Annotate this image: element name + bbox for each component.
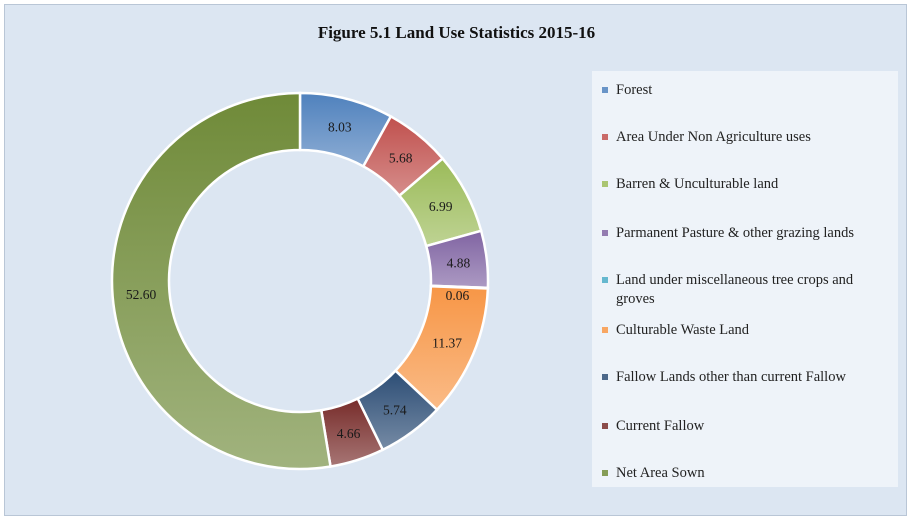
legend-item: Current Fallow (602, 417, 894, 436)
legend-item: Land under miscellaneous tree crops and … (602, 271, 894, 309)
legend-swatch (602, 181, 608, 187)
chart-frame: Figure 5.1 Land Use Statistics 2015-16 8… (4, 4, 907, 516)
data-label: 4.66 (337, 426, 361, 441)
legend-label: Culturable Waste Land (616, 322, 750, 338)
legend: Forest Area Under Non Agriculture uses Bar… (592, 71, 898, 487)
data-label: 5.68 (389, 150, 413, 165)
legend-swatch (602, 423, 608, 429)
legend-item: Barren & Unculturable land (602, 175, 894, 194)
slice-net-area-sown (110, 91, 332, 471)
legend-item: Parmanent Pasture & other grazing lands (602, 224, 894, 243)
legend-swatch (602, 374, 608, 380)
legend-swatch (602, 277, 608, 283)
data-label: 5.74 (383, 402, 407, 417)
legend-label: Fallow Lands other than current Fallow (616, 369, 846, 385)
legend-item: Fallow Lands other than current Fallow (602, 368, 894, 387)
legend-swatch (602, 134, 608, 140)
legend-item: Forest (602, 81, 894, 100)
data-label: 4.88 (447, 255, 471, 270)
legend-item: Area Under Non Agriculture uses (602, 128, 894, 147)
data-label: 8.03 (328, 120, 352, 135)
data-label: 6.99 (429, 199, 453, 214)
chart-title: Figure 5.1 Land Use Statistics 2015-16 (317, 23, 596, 42)
data-label: 11.37 (432, 336, 462, 351)
legend-swatch (602, 87, 608, 93)
legend-item: Culturable Waste Land (602, 321, 894, 340)
legend-swatch (602, 470, 608, 476)
donut-chart: 8.03 5.68 6.99 4.88 0.06 11.37 5.74 4.66 52.60 (110, 91, 490, 471)
legend-swatch (602, 230, 608, 236)
legend-item: Net Area Sown (602, 464, 894, 483)
legend-label: Parmanent Pasture & other grazing lands (616, 225, 854, 241)
legend-label: Land under miscellaneous tree crops and … (616, 272, 854, 307)
legend-label: Area Under Non Agriculture uses (616, 129, 811, 145)
legend-label: Barren & Unculturable land (616, 176, 779, 192)
legend-label: Forest (616, 82, 653, 98)
legend-swatch (602, 327, 608, 333)
data-label: 52.60 (126, 287, 157, 302)
data-label: 0.06 (446, 288, 470, 303)
legend-label: Current Fallow (616, 418, 705, 434)
legend-label: Net Area Sown (616, 465, 705, 481)
